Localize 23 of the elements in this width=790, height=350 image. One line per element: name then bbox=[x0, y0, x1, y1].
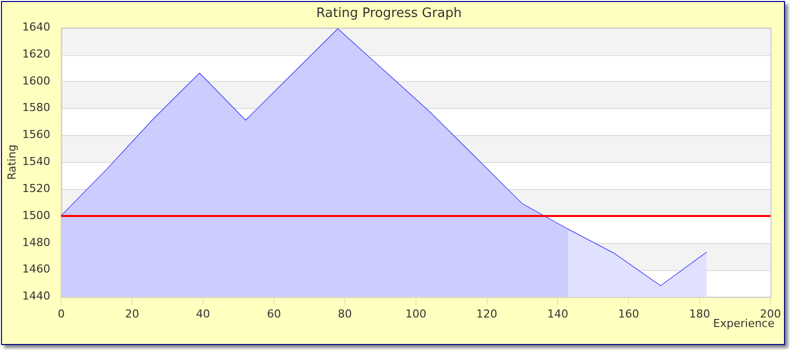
y-tick-label: 1460 bbox=[22, 262, 50, 276]
x-tick-label: 80 bbox=[338, 307, 352, 320]
y-tick-label: 1640 bbox=[22, 20, 50, 34]
chart-title: Rating Progress Graph bbox=[316, 6, 462, 22]
y-tick-label: 1560 bbox=[22, 128, 50, 142]
y-tick-label: 1520 bbox=[22, 182, 50, 195]
x-tick-label: 160 bbox=[618, 307, 640, 320]
x-tick-label: 140 bbox=[547, 307, 568, 320]
y-tick-label: 1580 bbox=[22, 101, 50, 114]
y-tick-label: 1620 bbox=[22, 47, 50, 60]
y-tick-label: 1480 bbox=[22, 236, 50, 249]
y-tick-label: 1440 bbox=[22, 290, 50, 303]
x-tick-label: 60 bbox=[266, 307, 281, 320]
x-tick-label: 0 bbox=[58, 307, 65, 320]
y-axis-title: Rating bbox=[5, 144, 18, 180]
y-tick-label: 1500 bbox=[22, 208, 50, 222]
x-tick-label: 40 bbox=[196, 307, 210, 320]
x-tick-label: 180 bbox=[689, 307, 710, 320]
y-tick-label: 1600 bbox=[22, 74, 50, 88]
x-tick-label: 120 bbox=[476, 307, 498, 320]
x-tick-label: 100 bbox=[405, 307, 426, 320]
y-tick-label: 1540 bbox=[22, 155, 50, 168]
x-tick-label: 20 bbox=[125, 307, 140, 320]
